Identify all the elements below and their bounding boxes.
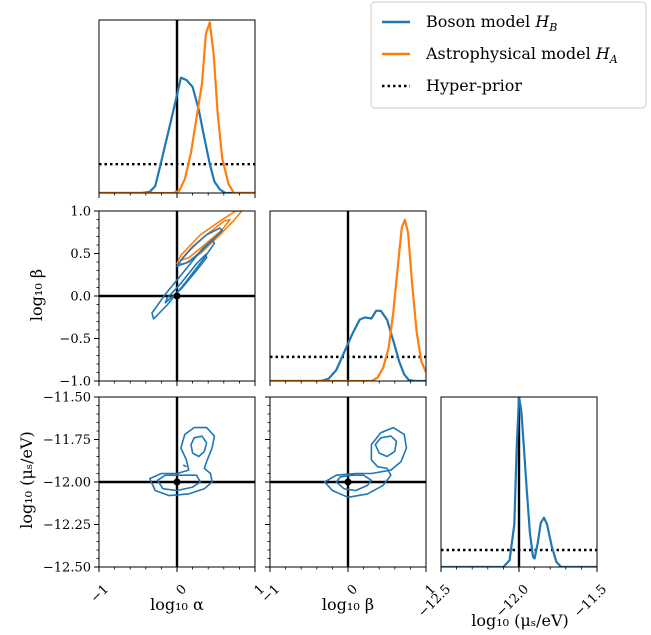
panel-mu-marginal-plot-area [441,397,597,567]
x-axis-label-mu: log₁₀ (μₛ/eV) [471,611,569,630]
tick-labels-layer: −12.5 −12.0 −11.51.00.50.0−0.5−1.0−1 0 1−11.… [43,205,610,621]
mu-boson-curve [441,397,597,567]
legend-label-boson-math: H [534,12,550,31]
alpha-mu-boson-contour-0 [148,426,216,497]
alpha-beta-astro-contour-0 [176,211,243,265]
alpha-mu-y-tick-label-2: −12.00 [43,476,91,491]
beta-mu-boson-contour-0 [323,426,408,499]
alpha-boson-curve [99,76,255,193]
alpha-beta-y-tick-label-4: −1.0 [59,375,91,390]
panel-beta-mu-plot-area [270,397,426,567]
panel-beta-mu [265,396,427,572]
legend-label-boson: Boson model HB [426,12,557,34]
beta-mu-boson-contour-2 [374,435,398,458]
alpha-beta-y-tick-label-1: 0.5 [70,247,91,262]
beta-mu-truth-point [344,478,352,486]
panel-alpha-beta-plot-area [99,211,255,381]
panel-alpha-mu [94,396,256,572]
alpha-beta-y-tick-label-3: −0.5 [59,332,91,347]
legend-frame [370,1,647,109]
legend-label-boson-sub: B [548,21,557,34]
y-axis-label-beta: log₁₀ β [27,269,46,321]
beta-mu-x-tick-label-0: −1 [259,582,283,606]
panel-beta-marginal [269,210,427,386]
legend-label-boson-text: Boson model [426,12,535,31]
legend-label-astro-sub: A [609,53,618,66]
alpha-mu-y-tick-label-0: −11.50 [43,391,91,406]
beta-boson-curve [270,309,426,381]
legend-label-astro-math: H [595,44,611,63]
alpha-mu-y-tick-label-4: −12.50 [43,561,91,576]
alpha-mu-boson-contour-2 [190,435,208,458]
y-axis-label-mu: log₁₀ (μₛ/eV) [17,431,36,529]
mu-marginal-x-tick-label-2: −11.5 [571,582,610,621]
panel-beta-marginal-plot-area [270,211,426,381]
panel-alpha-beta [94,210,256,386]
x-axis-label-beta: log₁₀ β [322,595,374,614]
panel-mu-marginal [440,396,598,572]
alpha-beta-y-tick-label-0: 1.0 [70,205,91,220]
alpha-mu-boson-contour-1 [156,474,202,492]
alpha-beta-truth-point [173,292,181,300]
legend-label-astro-text: Astrophysical model [425,44,596,63]
alpha-mu-y-tick-label-1: −11.75 [43,433,91,448]
alpha-beta-boson-contour-1 [164,253,208,304]
alpha-mu-truth-point [173,478,181,486]
legend-label-hyper: Hyper-prior [426,76,522,95]
alpha-beta-boson-contour-2 [176,227,223,268]
legend-label-astro: Astrophysical model HA [425,44,618,66]
beta-astro-curve [270,218,426,381]
panel-alpha-mu-plot-area [99,397,255,567]
panel-alpha-marginal-plot-area [99,20,255,193]
alpha-astro-curve [99,21,255,193]
alpha-mu-y-tick-label-3: −12.25 [43,518,91,533]
alpha-mu-x-tick-label-0: −1 [88,582,112,606]
alpha-mu-boson-contour-3 [182,464,187,468]
panel-alpha-marginal [98,19,256,198]
beta-mu-boson-contour-1 [335,474,373,492]
x-axis-label-alpha: log₁₀ α [150,595,204,614]
legend: Boson model HB Astrophysical model HA Hy… [370,1,647,109]
alpha-beta-y-tick-label-2: 0.0 [70,290,91,305]
panels-layer [94,19,598,572]
mu-marginal-x-tick-label-0: −12.5 [415,582,454,621]
